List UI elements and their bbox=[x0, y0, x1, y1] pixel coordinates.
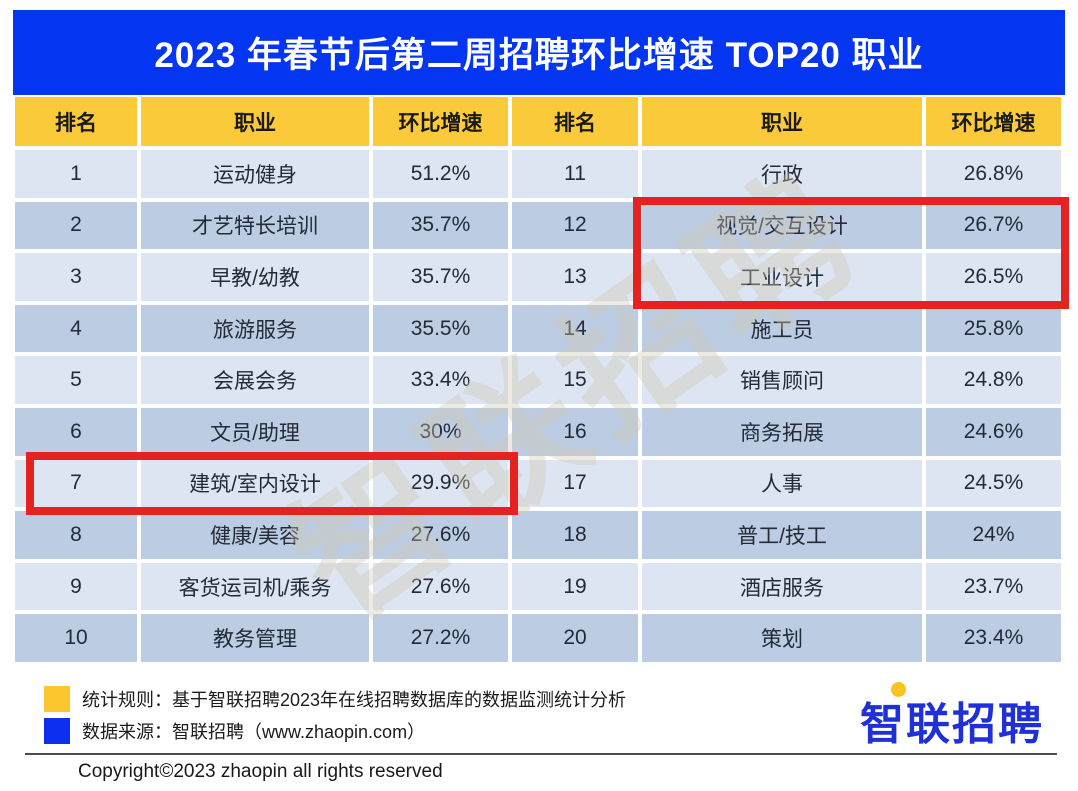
growth-cell: 24.8% bbox=[926, 356, 1061, 404]
rank-cell: 4 bbox=[15, 304, 137, 353]
growth-cell: 27.6% bbox=[373, 562, 508, 611]
rank-cell: 19 bbox=[512, 562, 638, 611]
growth-cell: 27.6% bbox=[373, 511, 508, 559]
growth-cell: 35.7% bbox=[373, 253, 508, 301]
rank-cell: 14 bbox=[512, 304, 638, 353]
rank-cell: 8 bbox=[15, 511, 137, 559]
growth-cell: 35.7% bbox=[373, 201, 508, 250]
yellow-swatch-icon bbox=[44, 686, 70, 712]
job-cell: 销售顾问 bbox=[642, 356, 922, 404]
blue-swatch-icon bbox=[44, 718, 70, 744]
job-cell: 施工员 bbox=[642, 304, 922, 353]
growth-cell: 35.5% bbox=[373, 304, 508, 353]
rank-cell: 9 bbox=[15, 562, 137, 611]
growth-cell: 33.4% bbox=[373, 356, 508, 404]
job-cell: 策划 bbox=[642, 614, 922, 662]
growth-cell: 29.9% bbox=[373, 459, 508, 508]
rank-cell: 12 bbox=[512, 201, 638, 250]
logo-circle-icon bbox=[891, 682, 906, 697]
job-cell: 早教/幼教 bbox=[141, 253, 369, 301]
job-cell: 商务拓展 bbox=[642, 407, 922, 456]
rank-cell: 13 bbox=[512, 253, 638, 301]
growth-cell: 26.8% bbox=[926, 150, 1061, 198]
rank-cell: 17 bbox=[512, 459, 638, 508]
legend-data-source-text: 数据来源：智联招聘（www.zhaopin.com） bbox=[82, 722, 426, 742]
rank-cell: 20 bbox=[512, 614, 638, 662]
title-bar: 2023 年春节后第二周招聘环比增速 TOP20 职业 bbox=[13, 10, 1065, 95]
growth-cell: 24.5% bbox=[926, 459, 1061, 508]
growth-cell: 51.2% bbox=[373, 150, 508, 198]
job-cell: 视觉/交互设计 bbox=[642, 201, 922, 250]
column-header-job-right: 职业 bbox=[642, 97, 922, 146]
zhaopin-logo: 智联招聘 bbox=[860, 682, 1044, 752]
footer-divider bbox=[25, 753, 1057, 755]
growth-cell: 30% bbox=[373, 407, 508, 456]
column-header-rank-left: 排名 bbox=[15, 97, 137, 146]
rank-cell: 18 bbox=[512, 511, 638, 559]
legend-statistics-rule-text: 统计规则：基于智联招聘2023年在线招聘数据库的数据监测统计分析 bbox=[82, 690, 627, 710]
copyright-text: Copyright©2023 zhaopin all rights reserv… bbox=[78, 761, 443, 782]
growth-cell: 26.5% bbox=[926, 253, 1061, 301]
job-cell: 健康/美容 bbox=[141, 511, 369, 559]
job-cell: 建筑/室内设计 bbox=[141, 459, 369, 508]
growth-cell: 24% bbox=[926, 511, 1061, 559]
legend-data-source: 数据来源：智联招聘（www.zhaopin.com） bbox=[44, 718, 425, 744]
growth-cell: 26.7% bbox=[926, 201, 1061, 250]
job-cell: 会展会务 bbox=[141, 356, 369, 404]
job-cell: 文员/助理 bbox=[141, 407, 369, 456]
legend-statistics-rule: 统计规则：基于智联招聘2023年在线招聘数据库的数据监测统计分析 bbox=[44, 686, 626, 712]
growth-cell: 23.7% bbox=[926, 562, 1061, 611]
job-cell: 酒店服务 bbox=[642, 562, 922, 611]
rank-cell: 7 bbox=[15, 459, 137, 508]
rank-cell: 3 bbox=[15, 253, 137, 301]
highlight-box-row7 bbox=[26, 452, 518, 515]
logo-text: 智联招聘 bbox=[860, 700, 1044, 749]
growth-cell: 25.8% bbox=[926, 304, 1061, 353]
rank-cell: 6 bbox=[15, 407, 137, 456]
rank-cell: 1 bbox=[15, 150, 137, 198]
job-cell: 人事 bbox=[642, 459, 922, 508]
job-cell: 工业设计 bbox=[642, 253, 922, 301]
column-header-growth-left: 环比增速 bbox=[373, 97, 508, 146]
rank-cell: 16 bbox=[512, 407, 638, 456]
rank-cell: 15 bbox=[512, 356, 638, 404]
growth-cell: 24.6% bbox=[926, 407, 1061, 456]
page-title: 2023 年春节后第二周招聘环比增速 TOP20 职业 bbox=[154, 36, 924, 75]
job-cell: 才艺特长培训 bbox=[141, 201, 369, 250]
highlight-box-rows12-13 bbox=[633, 197, 1069, 309]
rankings-table: 排名 职业 环比增速 排名 职业 环比增速 1 运动健身 51.2% 11 行政 26.8… bbox=[15, 97, 1061, 662]
column-header-rank-right: 排名 bbox=[512, 97, 638, 146]
growth-cell: 27.2% bbox=[373, 614, 508, 662]
rank-cell: 2 bbox=[15, 201, 137, 250]
job-cell: 运动健身 bbox=[141, 150, 369, 198]
job-cell: 普工/技工 bbox=[642, 511, 922, 559]
job-cell: 旅游服务 bbox=[141, 304, 369, 353]
rank-cell: 5 bbox=[15, 356, 137, 404]
rank-cell: 11 bbox=[512, 150, 638, 198]
job-cell: 行政 bbox=[642, 150, 922, 198]
job-cell: 教务管理 bbox=[141, 614, 369, 662]
job-cell: 客货运司机/乘务 bbox=[141, 562, 369, 611]
column-header-job-left: 职业 bbox=[141, 97, 369, 146]
growth-cell: 23.4% bbox=[926, 614, 1061, 662]
rank-cell: 10 bbox=[15, 614, 137, 662]
column-header-growth-right: 环比增速 bbox=[926, 97, 1061, 146]
